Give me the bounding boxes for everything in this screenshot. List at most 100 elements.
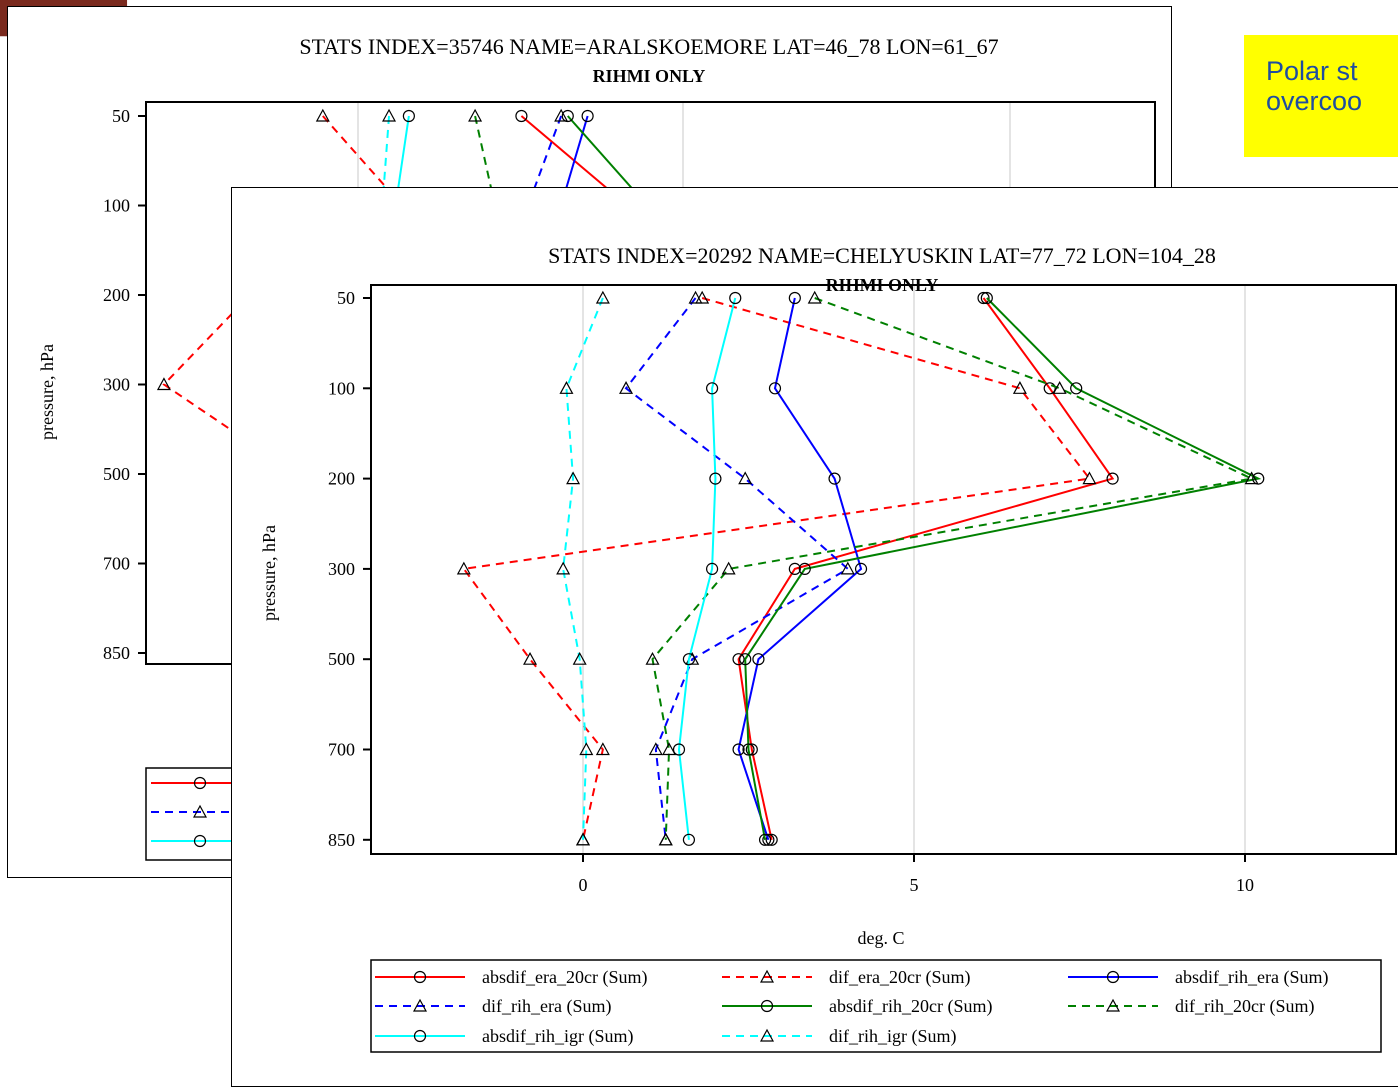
data-point-dif-rih-era [619,381,634,394]
data-point-absdif-rih-igr [682,653,696,666]
data-point-dif-era-20cr [523,651,538,665]
data-point-absdif-rih-igr [682,833,696,846]
data-point-absdif-rih-20cr [798,562,811,575]
data-point-absdif-rih-20cr [980,291,993,305]
back-data-point [315,108,330,122]
data-point-dif-rih-era [688,290,703,304]
legend-label: dif_rih_20cr (Sum) [1175,996,1314,1017]
legend-item-dif-era-20cr: dif_era_20cr (Sum) [722,967,970,988]
data-point-dif-era-20cr [1012,381,1027,394]
data-point-dif-rih-20cr [662,742,677,756]
series-absdif-rih-20cr [739,291,1265,846]
back-legend-item [151,776,241,790]
back-ytick-label: 200 [103,285,130,305]
data-point-dif-rih-20cr [658,832,673,846]
front-plot-frame [370,284,1397,855]
data-point-dif-rih-20cr [721,561,736,575]
series-line-absdif-rih-20cr [744,297,1262,840]
back-ytick-label: 500 [103,464,130,484]
legend-marker [413,1029,427,1043]
back-series-line [527,115,563,206]
series-absdif-rih-igr [672,291,742,846]
data-point-dif-rih-igr [566,471,581,485]
back-chart-ylabel: pressure, hPa [37,344,57,440]
legend-label: dif_rih_igr (Sum) [829,1026,957,1047]
data-point-absdif-era-20cr [732,653,745,666]
front-chart-panel: STATS INDEX=20292 NAME=CHELYUSKIN LAT=77… [231,187,1398,1087]
legend-item-dif-rih-igr: dif_rih_igr (Sum) [722,1026,957,1047]
back-data-point [382,108,397,122]
back-chart-title: STATS INDEX=35746 NAME=ARALSKOEMORE LAT=… [299,34,998,59]
data-point-dif-rih-igr [575,832,591,846]
data-point-absdif-era-20cr [788,562,801,575]
legend-item-absdif-rih-20cr: absdif_rih_20cr (Sum) [722,996,992,1017]
series-line-absdif-era-20cr [737,297,1115,841]
back-ytick-label: 100 [103,196,130,216]
legend-marker [759,1028,775,1042]
legend-marker [413,970,427,984]
legend-label: absdif_era_20cr (Sum) [482,967,647,988]
data-point-dif-era-20cr [1082,471,1097,485]
data-point-absdif-rih-era [788,291,801,305]
back-ytick-label: 700 [103,554,130,574]
data-point-absdif-rih-era [762,833,775,846]
data-point-dif-era-20cr [456,561,471,575]
series-line-absdif-rih-era [737,297,863,841]
back-data-point [515,109,528,123]
front-ytick-label: 850 [328,830,355,850]
data-point-absdif-rih-20cr [739,653,752,666]
legend-marker [1105,998,1121,1012]
data-point-absdif-era-20cr [977,291,990,305]
callout-box: Polar st overcoo [1244,35,1398,157]
front-ytick-label: 50 [337,288,355,308]
data-point-dif-rih-igr [559,381,574,394]
back-legend-marker [193,776,207,790]
series-dif-rih-20cr [645,290,1259,846]
front-ytick-label: 700 [328,740,355,760]
legend-label: absdif_rih_20cr (Sum) [829,996,992,1017]
data-point-absdif-rih-20cr [758,833,772,846]
series-line-dif-era-20cr [462,297,1092,841]
front-xtick-label: 0 [579,875,588,895]
back-ytick-label: 300 [103,375,130,395]
front-chart-xlabel: deg. C [858,928,905,948]
data-point-dif-rih-igr [556,561,571,575]
back-legend-item [151,834,241,848]
data-point-absdif-rih-20cr [1070,382,1083,395]
legend-label: dif_rih_era (Sum) [482,996,611,1017]
back-legend-marker [192,804,208,818]
legend-item-absdif-rih-era: absdif_rih_era (Sum) [1068,967,1328,988]
legend-marker [759,969,775,983]
data-point-absdif-rih-igr [672,743,686,756]
data-point-absdif-era-20cr [745,743,758,756]
series-line-dif-rih-era [624,297,850,840]
data-point-absdif-rih-igr [705,562,719,575]
data-point-dif-rih-era [840,561,855,575]
data-point-dif-era-20cr [595,742,610,756]
series-dif-era-20cr [456,290,1097,846]
legend-item-absdif-rih-igr: absdif_rih_igr (Sum) [375,1026,633,1047]
legend-label: absdif_rih_igr (Sum) [482,1026,633,1047]
front-ytick-label: 100 [328,378,355,398]
data-point-absdif-era-20cr [1043,382,1056,395]
data-point-absdif-rih-era [768,382,782,395]
data-point-absdif-rih-igr [729,291,742,305]
front-chart-ylabel: pressure, hPa [259,525,279,621]
data-point-dif-rih-20cr [807,290,822,304]
front-legend-box [370,959,1382,1053]
back-chart-subtitle: RIHMI ONLY [593,66,706,86]
data-point-dif-rih-20cr [1244,471,1259,485]
data-point-absdif-rih-era [752,653,765,666]
back-legend-item [151,804,241,818]
back-data-point [554,108,569,122]
front-ytick-label: 200 [328,469,355,489]
data-point-absdif-era-20cr [1106,472,1119,485]
data-point-absdif-rih-igr [705,382,719,395]
front-xtick-label: 5 [910,875,919,895]
legend-label: absdif_rih_era (Sum) [1175,967,1328,988]
front-xtick-label: 10 [1236,875,1254,895]
front-ytick-label: 500 [328,649,355,669]
data-point-absdif-era-20cr [765,833,778,846]
data-point-dif-rih-igr [595,290,610,304]
legend-marker [760,999,774,1013]
